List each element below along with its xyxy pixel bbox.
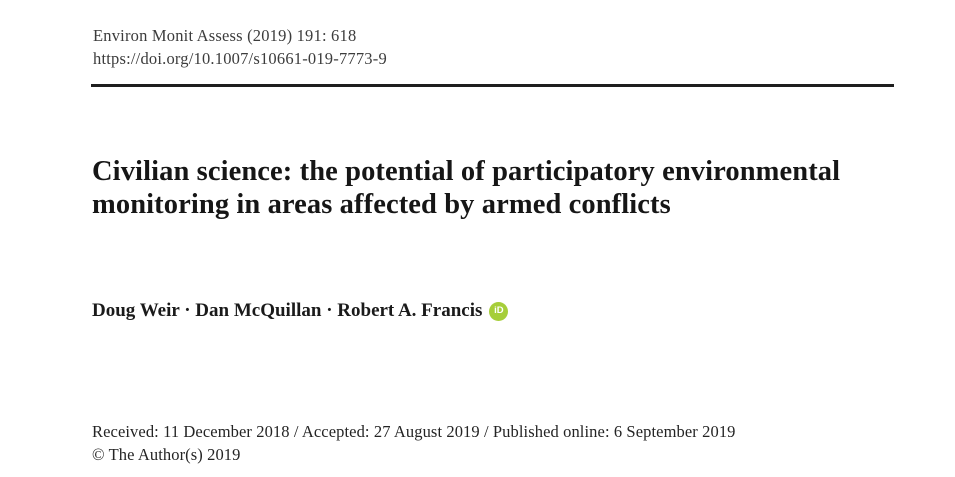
publication-meta: Received: 11 December 2018 / Accepted: 2… — [92, 421, 736, 466]
article-title: Civilian science: the potential of parti… — [92, 156, 841, 220]
orcid-icon[interactable]: iD — [489, 301, 509, 321]
header-divider — [91, 84, 894, 87]
doi-link[interactable]: https://doi.org/10.1007/s10661-019-7773-… — [93, 49, 387, 68]
copyright-line: © The Author(s) 2019 — [92, 444, 241, 464]
author-names: Doug Weir · Dan McQuillan · Robert A. Fr… — [92, 300, 483, 321]
journal-citation: Environ Monit Assess (2019) 191: 618 — [93, 26, 357, 45]
dates-line: Received: 11 December 2018 / Accepted: 2… — [92, 422, 736, 441]
journal-header: Environ Monit Assess (2019) 191: 618 htt… — [93, 24, 387, 70]
authors-line: Doug Weir · Dan McQuillan · Robert A. Fr… — [92, 299, 509, 323]
